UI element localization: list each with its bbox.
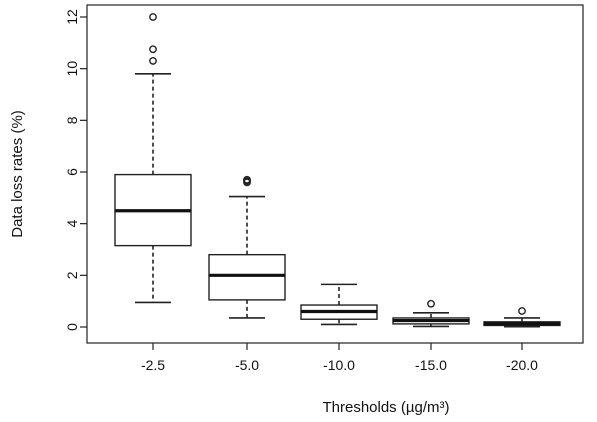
- x-axis: -2.5 -5.0 -10.0 -15.0 -20.0: [141, 343, 538, 373]
- outlier-point: [518, 307, 526, 315]
- outlier-point: [149, 45, 157, 54]
- box--2.5: [114, 13, 192, 304]
- plot-frame: [86, 4, 584, 344]
- x-axis-title: Thresholds (µg/m³): [322, 399, 449, 416]
- box-iqr: [208, 253, 286, 301]
- box--10.0: [300, 283, 378, 326]
- x-tick-label: -15.0: [415, 357, 447, 373]
- x-tick-label: -5.0: [235, 357, 259, 373]
- outlier-point: [149, 57, 157, 65]
- y-axis: 0 2 4 6 8 10 12: [64, 9, 87, 331]
- y-tick-label: 2: [64, 271, 80, 279]
- outlier-point: [243, 175, 251, 184]
- x-tick-label: -2.5: [141, 357, 165, 373]
- y-axis-title: Data loss rates (%): [9, 110, 26, 238]
- y-tick-label: 0: [64, 323, 80, 331]
- y-tick-label: 8: [64, 116, 80, 124]
- box--5.0: [208, 175, 286, 319]
- box--20.0: [483, 307, 561, 328]
- box--15.0: [392, 299, 470, 328]
- boxes-layer: [114, 13, 561, 328]
- x-tick-label: -20.0: [506, 357, 538, 373]
- x-tick-label: -10.0: [323, 357, 355, 373]
- y-tick-label: 6: [64, 168, 80, 176]
- outlier-point: [427, 299, 435, 308]
- outlier-point: [149, 13, 157, 21]
- y-tick-label: 10: [64, 61, 80, 77]
- y-tick-label: 4: [64, 220, 80, 228]
- y-tick-label: 12: [64, 9, 80, 25]
